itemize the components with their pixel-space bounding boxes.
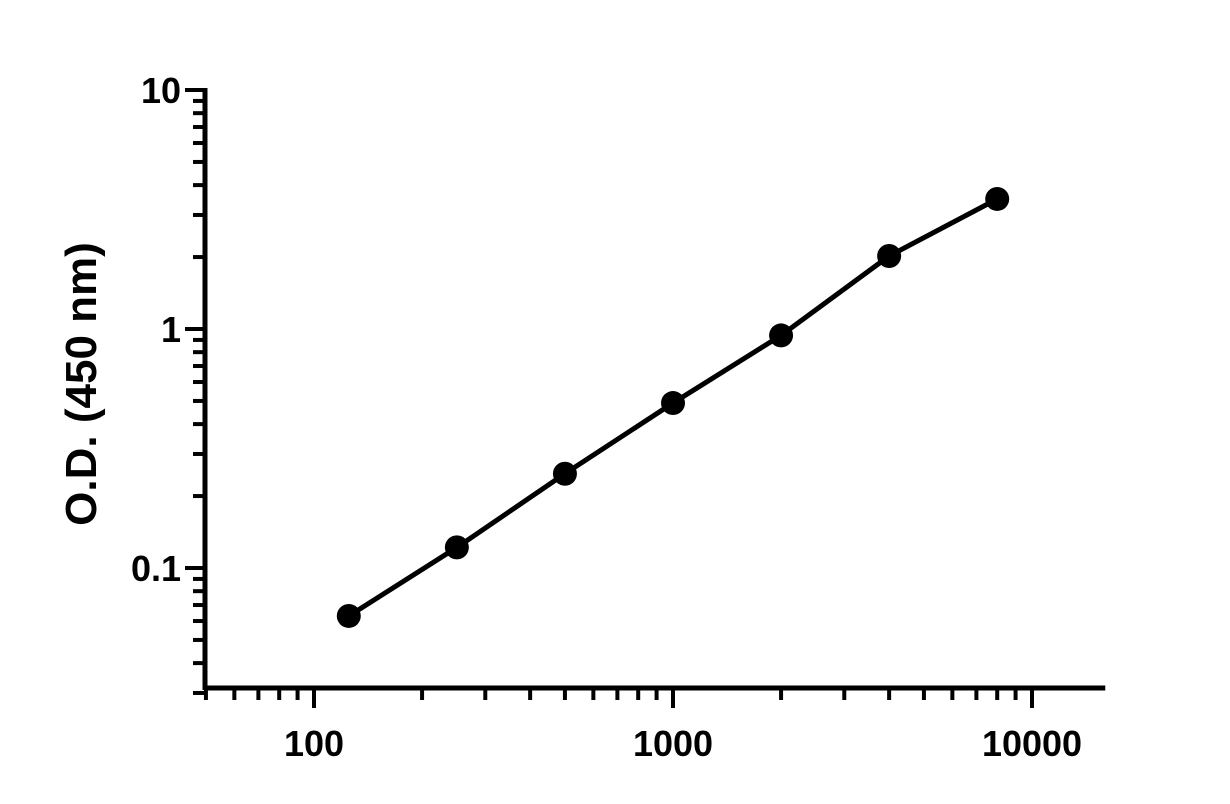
y-tick-label: 10	[141, 70, 181, 111]
data-point	[444, 535, 469, 560]
data-point	[336, 603, 361, 628]
x-tick-label: 100	[284, 723, 344, 764]
data-point	[552, 461, 577, 486]
data-point	[877, 244, 902, 269]
data-point	[661, 391, 685, 416]
y-axis-title: O.D. (450 nm)	[57, 242, 106, 526]
x-tick-label: 1000	[633, 723, 713, 764]
y-tick-label: 1	[161, 309, 181, 350]
x-tick-label: 10000	[982, 723, 1082, 764]
data-point	[769, 323, 794, 348]
data-point	[985, 186, 1010, 211]
y-tick-label: 0.1	[131, 548, 181, 589]
